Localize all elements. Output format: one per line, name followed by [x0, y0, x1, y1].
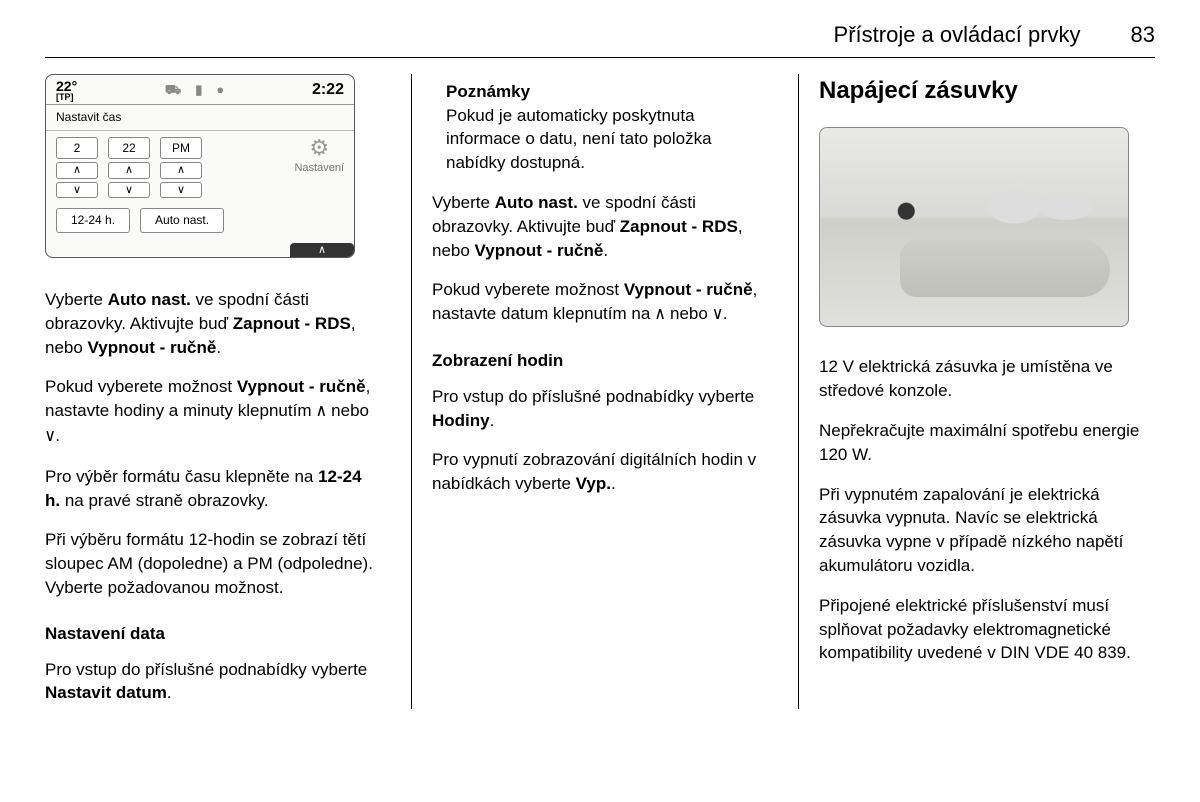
- c1-p1: Vyberte Auto nast. ve spodní části obraz…: [45, 288, 381, 359]
- record-icon: ●: [216, 81, 224, 99]
- c3-p3: Při vypnutém zapalování je elektrická zá…: [819, 483, 1155, 578]
- chevron-up-icon: ∧: [316, 401, 326, 421]
- ampm-up-icon[interactable]: ∧: [160, 162, 202, 178]
- settings-label: Nastavení: [294, 161, 344, 176]
- pull-tab-icon[interactable]: ∧: [290, 243, 354, 257]
- c3-p4: Připojené elektrické příslušenství musí …: [819, 594, 1155, 665]
- statusbar-icons: ⛟ ▮ ●: [165, 81, 224, 99]
- c2-p2: Pokud vyberete možnost Vypnout - ručně, …: [432, 278, 768, 327]
- ampm-spinner[interactable]: PM ∧ ∨: [160, 137, 202, 198]
- c2-p3: Pro vstup do příslušné podnabídky vybert…: [432, 385, 768, 433]
- hour-value: 2: [56, 137, 98, 160]
- c3-p1: 12 V elektrická zásuvka je umístěna ve s…: [819, 355, 1155, 403]
- notes-text: Pokud je automaticky poskytnuta informac…: [446, 104, 768, 175]
- c3-p2: Nepřekračujte maximální spotřebu energie…: [819, 419, 1155, 467]
- page-number: 83: [1131, 20, 1155, 51]
- btn-12-24h[interactable]: 12-24 h.: [56, 208, 130, 233]
- hour-up-icon[interactable]: ∧: [56, 162, 98, 178]
- heading-power-outlets: Napájecí zásuvky: [819, 74, 1155, 108]
- center-console-illustration: [819, 127, 1129, 327]
- c1-p5: Pro vstup do příslušné podnabídky vybert…: [45, 658, 381, 706]
- c2-p1: Vyberte Auto nast. ve spodní části obraz…: [432, 191, 768, 262]
- satellite-icon: ⛟: [165, 81, 181, 99]
- time-set-screenshot: 22° [TP] ⛟ ▮ ● 2:22 Nastavit čas 2 ∧ ∨: [45, 74, 355, 258]
- btn-auto-set[interactable]: Auto nast.: [140, 208, 224, 233]
- minute-up-icon[interactable]: ∧: [108, 162, 150, 178]
- content-columns: 22° [TP] ⛟ ▮ ● 2:22 Nastavit čas 2 ∧ ∨: [45, 74, 1155, 709]
- notes-block: Poznámky Pokud je automaticky poskytnuta…: [432, 74, 768, 179]
- chevron-up-icon: ∧: [655, 304, 665, 324]
- phone-icon: ▮: [195, 81, 202, 99]
- c1-p2: Pokud vyberete možnost Vypnout - ručně, …: [45, 375, 381, 448]
- chevron-down-icon: ∨: [45, 426, 55, 446]
- heading-clock: Zobrazení hodin: [432, 349, 768, 373]
- heading-date: Nastavení data: [45, 622, 381, 646]
- c1-p4: Při výběru formátu 12-hodin se zobrazí t…: [45, 528, 381, 599]
- page-header: Přístroje a ovládací prvky 83: [45, 20, 1155, 58]
- column-1: 22° [TP] ⛟ ▮ ● 2:22 Nastavit čas 2 ∧ ∨: [45, 74, 381, 709]
- c2-p4: Pro vypnutí zobrazování digitálních hodi…: [432, 448, 768, 496]
- minute-down-icon[interactable]: ∨: [108, 182, 150, 198]
- settings-button[interactable]: ⚙ Nastavení: [294, 137, 344, 198]
- heading-notes: Poznámky: [446, 80, 768, 104]
- minute-spinner[interactable]: 22 ∧ ∨: [108, 137, 150, 198]
- temperature: 22°: [56, 79, 77, 93]
- minute-value: 22: [108, 137, 150, 160]
- ampm-value: PM: [160, 137, 202, 160]
- statusbar: 22° [TP] ⛟ ▮ ● 2:22: [46, 75, 354, 105]
- hour-down-icon[interactable]: ∨: [56, 182, 98, 198]
- ampm-down-icon[interactable]: ∨: [160, 182, 202, 198]
- clock: 2:22: [312, 79, 344, 101]
- hour-spinner[interactable]: 2 ∧ ∨: [56, 137, 98, 198]
- screen-title: Nastavit čas: [46, 105, 354, 131]
- gear-icon: ⚙: [309, 137, 329, 159]
- header-title: Přístroje a ovládací prvky: [834, 20, 1081, 51]
- c1-p3: Pro výběr formátu času klepněte na 12-24…: [45, 465, 381, 513]
- tp-indicator: [TP]: [56, 93, 77, 102]
- column-2: Poznámky Pokud je automaticky poskytnuta…: [411, 74, 768, 709]
- chevron-down-icon: ∨: [713, 304, 723, 324]
- column-3: Napájecí zásuvky 12 V elektrická zásuvka…: [798, 74, 1155, 709]
